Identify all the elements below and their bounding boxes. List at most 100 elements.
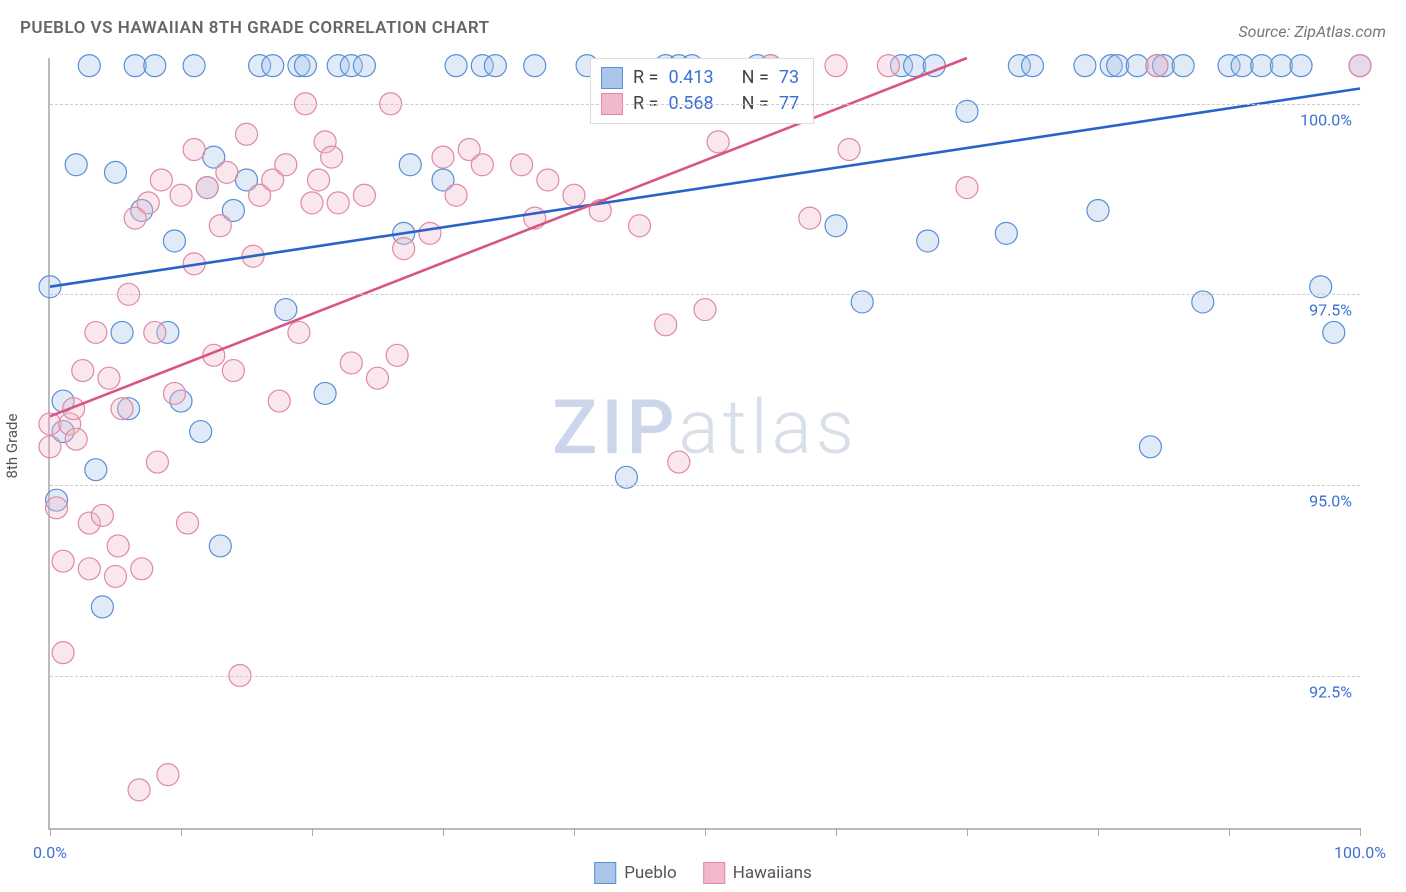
- scatter-point: [63, 398, 85, 420]
- scatter-point: [484, 55, 506, 77]
- scatter-point: [668, 451, 690, 473]
- scatter-point: [1107, 55, 1129, 77]
- scatter-point: [183, 138, 205, 160]
- scatter-point: [1290, 55, 1312, 77]
- scatter-point: [1270, 55, 1292, 77]
- gridline-h: [50, 294, 1360, 295]
- scatter-point: [216, 161, 238, 183]
- scatter-point: [131, 558, 153, 580]
- scatter-point: [275, 299, 297, 321]
- stats-n-value-pueblo: 73: [779, 65, 799, 91]
- ytick-label: 97.5%: [1309, 301, 1352, 320]
- scatter-point: [445, 184, 467, 206]
- scatter-point: [107, 535, 129, 557]
- stats-r-value-pueblo: 0.413: [668, 65, 713, 91]
- scatter-point: [170, 184, 192, 206]
- scatter-point: [956, 177, 978, 199]
- scatter-point: [314, 382, 336, 404]
- xtick: [836, 828, 837, 836]
- xtick-label: 100.0%: [1334, 843, 1386, 862]
- scatter-point: [111, 398, 133, 420]
- scatter-point: [39, 436, 61, 458]
- ytick-label: 95.0%: [1309, 491, 1352, 510]
- scatter-point: [655, 314, 677, 336]
- scatter-point: [294, 55, 316, 77]
- chart-container: PUEBLO VS HAWAIIAN 8TH GRADE CORRELATION…: [0, 0, 1406, 892]
- ytick-label: 100.0%: [1300, 110, 1352, 129]
- scatter-point: [524, 55, 546, 77]
- scatter-point: [327, 192, 349, 214]
- scatter-point: [1074, 55, 1096, 77]
- scatter-point: [105, 161, 127, 183]
- scatter-point: [91, 504, 113, 526]
- scatter-point: [707, 131, 729, 153]
- scatter-point: [629, 215, 651, 237]
- scatter-point: [111, 321, 133, 343]
- scatter-point: [445, 55, 467, 77]
- y-axis-label: 8th Grade: [3, 414, 21, 479]
- scatter-point: [177, 512, 199, 534]
- scatter-point: [85, 459, 107, 481]
- stats-r-label: R =: [633, 65, 658, 91]
- scatter-point: [399, 154, 421, 176]
- scatter-point: [85, 321, 107, 343]
- xtick: [312, 828, 313, 836]
- xtick: [967, 828, 968, 836]
- stats-row-pueblo: R = 0.413 N = 73: [601, 65, 799, 91]
- scatter-point: [1251, 55, 1273, 77]
- scatter-point: [163, 382, 185, 404]
- scatter-point: [877, 55, 899, 77]
- scatter-point: [694, 299, 716, 321]
- plot-svg: [50, 58, 1360, 828]
- scatter-point: [1146, 55, 1168, 77]
- scatter-point: [146, 451, 168, 473]
- legend-swatch: [594, 862, 616, 884]
- xtick-label: 0.0%: [33, 843, 67, 862]
- scatter-point: [367, 367, 389, 389]
- scatter-point: [308, 169, 330, 191]
- scatter-point: [157, 764, 179, 786]
- scatter-point: [904, 55, 926, 77]
- scatter-point: [353, 55, 375, 77]
- scatter-point: [340, 352, 362, 374]
- scatter-point: [183, 55, 205, 77]
- scatter-point: [91, 596, 113, 618]
- legend-item: Pueblo: [594, 862, 677, 884]
- scatter-point: [65, 154, 87, 176]
- scatter-point: [78, 558, 100, 580]
- scatter-point: [78, 55, 100, 77]
- scatter-point: [190, 421, 212, 443]
- xtick: [443, 828, 444, 836]
- scatter-point: [124, 55, 146, 77]
- scatter-point: [419, 222, 441, 244]
- scatter-point: [386, 344, 408, 366]
- stats-box: R = 0.413 N = 73 R = 0.568 N = 77: [590, 58, 814, 124]
- scatter-point: [144, 321, 166, 343]
- scatter-point: [393, 238, 415, 260]
- xtick: [1229, 828, 1230, 836]
- scatter-point: [209, 535, 231, 557]
- scatter-point: [1087, 199, 1109, 221]
- scatter-point: [144, 55, 166, 77]
- scatter-point: [301, 192, 323, 214]
- xtick: [181, 828, 182, 836]
- legend-item: Hawaiians: [703, 862, 812, 884]
- source-label: Source: ZipAtlas.com: [1238, 22, 1386, 41]
- scatter-point: [262, 55, 284, 77]
- legend-label: Pueblo: [624, 863, 677, 883]
- scatter-point: [1139, 436, 1161, 458]
- gridline-h: [50, 104, 1360, 105]
- gridline-h: [50, 676, 1360, 677]
- scatter-point: [1349, 55, 1371, 77]
- ytick-label: 92.5%: [1309, 682, 1352, 701]
- scatter-point: [137, 192, 159, 214]
- scatter-point: [537, 169, 559, 191]
- scatter-point: [150, 169, 172, 191]
- scatter-point: [275, 154, 297, 176]
- scatter-point: [105, 565, 127, 587]
- xtick: [50, 828, 51, 836]
- legend-label: Hawaiians: [733, 863, 812, 883]
- xtick: [1098, 828, 1099, 836]
- stats-n-label: N =: [742, 65, 769, 91]
- scatter-point: [838, 138, 860, 160]
